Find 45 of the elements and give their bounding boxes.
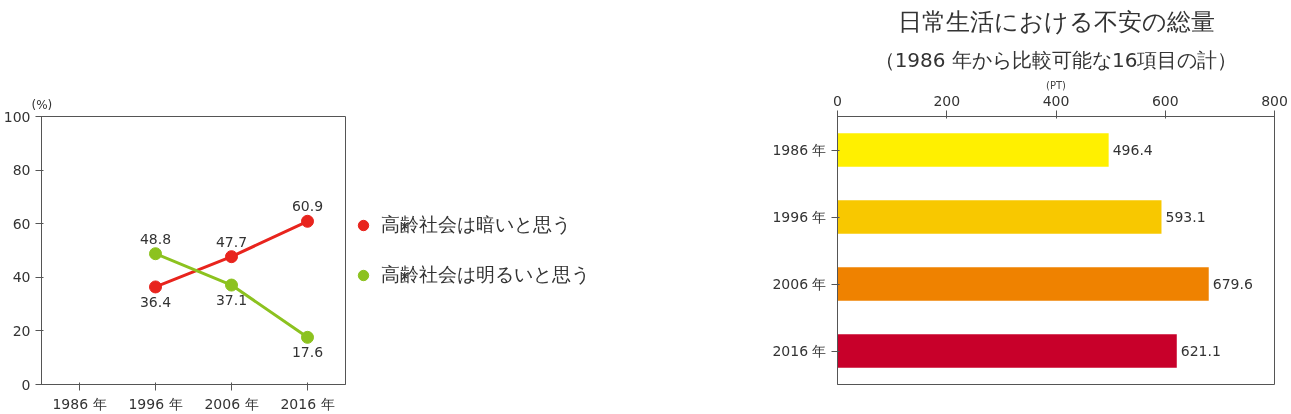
y-tick-label: 1986 年 [772,142,827,158]
bar [837,334,1177,368]
y-tick-label: 20 [12,322,31,339]
data-label: 60.9 [291,198,324,215]
x-tick-label: 600 [1151,92,1179,109]
y-tick-label: 2016 年 [772,343,827,359]
data-label: 47.7 [215,233,248,250]
legend-label: 高齢社会は暗いと思う [381,212,571,237]
bar [837,133,1109,167]
data-label: 621.1 [1180,343,1221,359]
point [149,247,162,261]
y-tick-label: 1996 年 [772,209,827,225]
y-tick-label: 100 [3,108,31,125]
y-tick-label: 2006 年 [772,276,827,292]
point [301,214,314,228]
data-label: 48.8 [139,230,172,247]
data-label: 37.1 [215,292,248,309]
y-tick-label: 40 [12,269,31,286]
bar [837,267,1209,301]
bar [837,200,1162,234]
data-label: 496.4 [1112,142,1153,158]
x-tick-label: 1986 年 [52,395,107,412]
point [149,280,162,294]
point [225,250,238,264]
y-axis-title: (%) [31,97,53,112]
y-tick-label: 80 [12,162,31,179]
x-tick-label: 800 [1261,92,1288,109]
y-tick-label: 0 [21,376,31,393]
x-tick-label: 200 [933,92,961,109]
point [301,330,314,344]
chart-title: 日常生活における不安の総量 [897,7,1215,36]
y-tick-label: 60 [12,215,31,232]
x-tick-label: 0 [833,92,842,109]
data-label: 593.1 [1165,209,1206,225]
data-label: 17.6 [291,344,324,361]
x-tick-label: 2016 年 [280,395,335,412]
legend-label: 高齢社会は明るいと思う [381,262,590,287]
point [225,278,238,292]
data-label: 36.4 [139,293,172,310]
x-tick-label: 400 [1042,92,1070,109]
x-tick-label: 2006 年 [204,395,259,412]
x-axis-title: (PT) [1046,79,1067,91]
x-tick-label: 1996 年 [128,395,183,412]
chart-subtitle: （1986 年から比較可能な16項目の計） [874,47,1238,72]
data-label: 679.6 [1212,276,1253,292]
